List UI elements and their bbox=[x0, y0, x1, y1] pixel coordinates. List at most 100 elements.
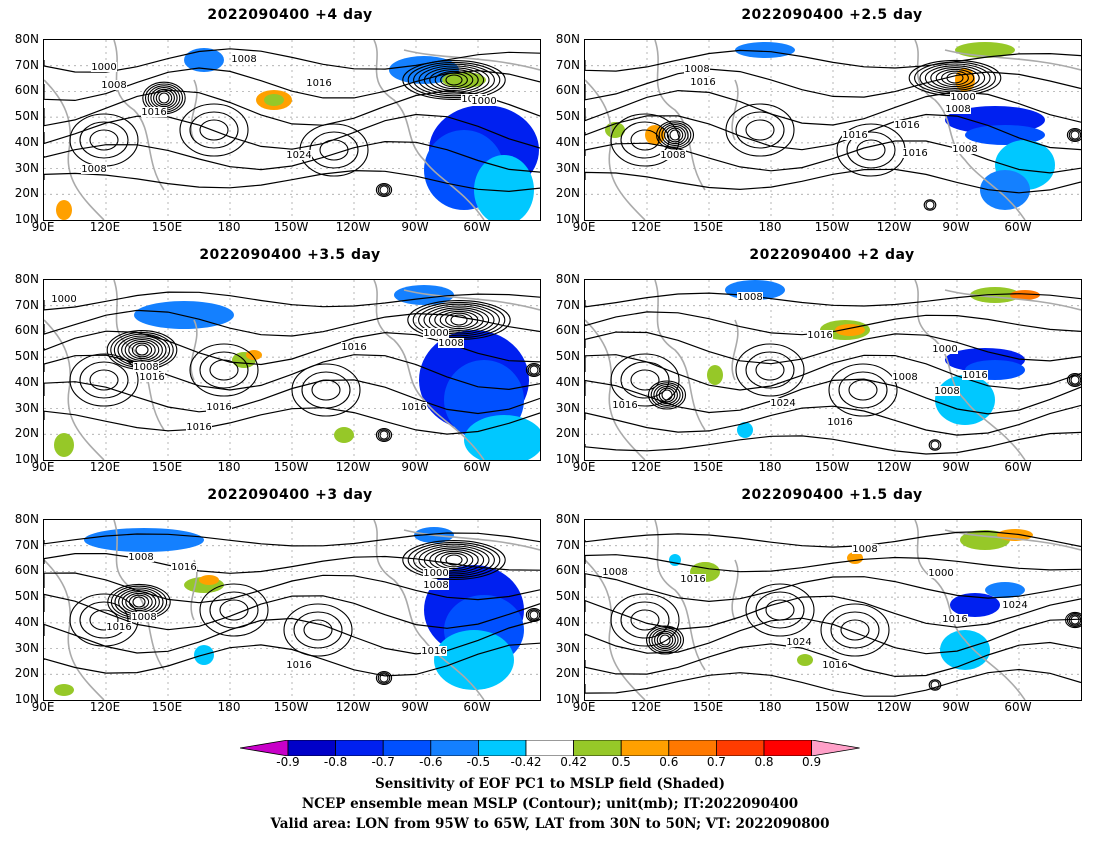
longitude-tick-label: 120W bbox=[335, 700, 371, 714]
colorbar-segment bbox=[525, 739, 574, 757]
longitude-tick-label: 180 bbox=[758, 220, 782, 234]
contour-label: 1008 bbox=[438, 338, 463, 349]
pressure-system-contour bbox=[650, 382, 684, 408]
pressure-system-contour bbox=[664, 125, 686, 145]
contour-label-bg bbox=[91, 62, 117, 72]
contour-label-bg bbox=[894, 120, 920, 130]
pressure-system-contour bbox=[135, 344, 149, 356]
isobar-contour bbox=[44, 617, 540, 655]
pressure-system-contour bbox=[428, 307, 490, 333]
pressure-system-contour bbox=[669, 129, 681, 141]
pressure-system-contour bbox=[529, 365, 539, 375]
sensitivity-shade bbox=[334, 427, 354, 443]
pressure-system-contour bbox=[925, 200, 935, 210]
pressure-system-contour bbox=[155, 90, 173, 106]
latitude-tick-label: 60N bbox=[555, 323, 580, 338]
longitude-tick-label: 150W bbox=[814, 460, 850, 474]
pressure-system-contour bbox=[375, 671, 393, 685]
sensitivity-shade bbox=[797, 654, 813, 666]
latitude-tick-label: 20N bbox=[14, 426, 39, 441]
pressure-system-contour bbox=[765, 599, 795, 621]
contour-label: 1016 bbox=[842, 130, 867, 141]
isobar-contour bbox=[44, 593, 540, 631]
contour-label-bg bbox=[807, 330, 833, 340]
colorbar-segment bbox=[620, 739, 670, 757]
contour-label: 1016 bbox=[139, 372, 164, 383]
longitude-tick-label: 180 bbox=[758, 700, 782, 714]
contour-label: 1016 bbox=[206, 402, 231, 413]
latitude-tick-label: 70N bbox=[555, 537, 580, 552]
sensitivity-shade bbox=[737, 422, 753, 438]
contour-label-bg bbox=[471, 96, 497, 106]
pressure-system-contour bbox=[402, 60, 506, 100]
pressure-system-contour bbox=[379, 673, 389, 683]
contour-label-bg bbox=[945, 104, 971, 114]
latitude-tick-label: 40N bbox=[14, 374, 39, 389]
panel-title: 2022090400 +2.5 day bbox=[741, 7, 923, 23]
isobar-contour bbox=[585, 331, 1081, 365]
coastline bbox=[944, 289, 1081, 311]
contour-label: 1008 bbox=[684, 64, 709, 75]
contour-label: 1008 bbox=[423, 580, 448, 591]
longitude-tick-label: 150W bbox=[273, 220, 309, 234]
pressure-system-contour bbox=[429, 69, 479, 91]
latitude-tick-label: 40N bbox=[555, 374, 580, 389]
map-svg: 100010081008101610161016102410081000 bbox=[44, 40, 540, 220]
pressure-system-contour bbox=[434, 309, 484, 331]
pressure-system-contour bbox=[848, 379, 878, 401]
latitude-tick-label: 40N bbox=[555, 614, 580, 629]
longitude-tick-label: 120E bbox=[630, 220, 662, 234]
pressure-system-contour bbox=[158, 92, 170, 104]
contour-label: 1016 bbox=[106, 622, 131, 633]
pressure-system-contour bbox=[319, 139, 349, 161]
contour-label-bg bbox=[737, 292, 763, 302]
pressure-system-contour bbox=[1068, 129, 1081, 141]
pressure-system-contour bbox=[1070, 375, 1080, 385]
isobar-contour bbox=[44, 572, 540, 604]
contour-label-bg bbox=[962, 370, 988, 380]
longitude-tick-label: 90W bbox=[401, 700, 429, 714]
contour-label: 1008 bbox=[660, 150, 685, 161]
pressure-system-contour bbox=[429, 549, 479, 571]
colorbar-tick-label: -0.8 bbox=[323, 755, 348, 769]
pressure-system-contour bbox=[941, 70, 969, 86]
pressure-system-contour bbox=[375, 428, 393, 442]
longitude-tick-label: 90E bbox=[31, 460, 55, 474]
contour-label: 1008 bbox=[602, 567, 627, 578]
latitude-tick-label: 50N bbox=[14, 589, 39, 604]
longitude-tick-label: 150E bbox=[151, 220, 183, 234]
coastline bbox=[190, 319, 198, 381]
isobar-contour bbox=[585, 404, 1081, 436]
contour-label: 1008 bbox=[934, 386, 959, 397]
longitude-tick-label: 150W bbox=[814, 220, 850, 234]
contour-label-bg bbox=[928, 568, 954, 578]
sensitivity-shade bbox=[184, 48, 224, 72]
sensitivity-shade bbox=[199, 575, 219, 585]
caption-line-3: Valid area: LON from 95W to 65W, LAT fro… bbox=[270, 816, 830, 832]
pressure-system-contour bbox=[377, 184, 391, 196]
latitude-tick-label: 70N bbox=[555, 57, 580, 72]
isobar-contour bbox=[585, 554, 1081, 573]
pressure-system-contour bbox=[735, 343, 805, 397]
pressure-system-contour bbox=[440, 552, 468, 568]
contour-label-bg bbox=[902, 148, 928, 158]
pressure-system-contour bbox=[527, 364, 540, 376]
contour-label: 1016 bbox=[942, 614, 967, 625]
isobar-contour bbox=[585, 89, 1081, 126]
isobar-contour bbox=[44, 532, 540, 547]
isobar-contour bbox=[44, 354, 540, 391]
sensitivity-shade bbox=[54, 684, 74, 696]
panel-title: 2022090400 +4 day bbox=[207, 7, 373, 23]
contour-label-bg bbox=[286, 150, 312, 160]
latitude-tick-label: 60N bbox=[555, 563, 580, 578]
longitude-tick-label: 150E bbox=[151, 700, 183, 714]
longitude-tick-label: 90E bbox=[31, 700, 55, 714]
pressure-system-contour bbox=[79, 361, 129, 399]
colorbar-tick-label: 0.7 bbox=[706, 755, 726, 769]
pressure-system-contour bbox=[610, 593, 680, 647]
pressure-system-contour bbox=[209, 591, 259, 629]
isobar-contour bbox=[44, 48, 540, 73]
contour-label: 1008 bbox=[737, 292, 762, 303]
isobar-contour bbox=[585, 530, 1081, 548]
latitude-tick-label: 10N bbox=[555, 452, 580, 466]
